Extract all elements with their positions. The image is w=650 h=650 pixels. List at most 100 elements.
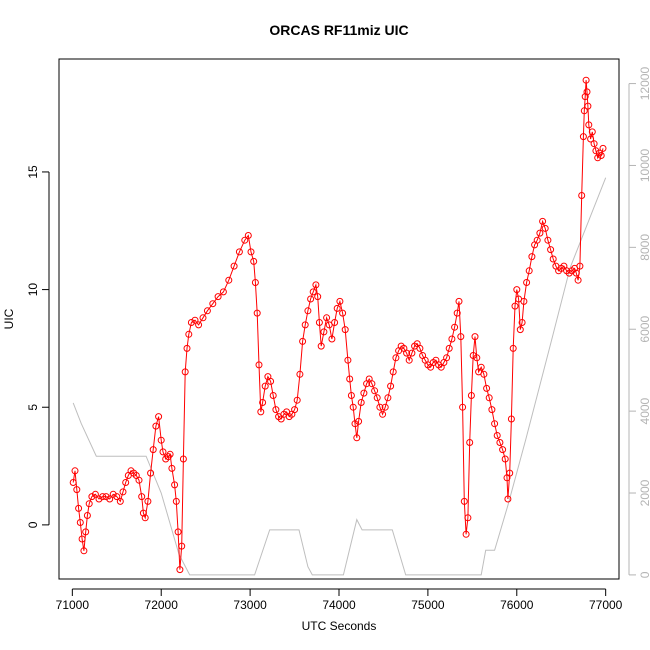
data-point <box>467 392 475 399</box>
y2-tick-label: 2000 <box>638 479 650 506</box>
data-point <box>541 224 549 232</box>
data-point <box>75 504 83 512</box>
data-point <box>576 262 584 270</box>
data-point <box>241 236 249 244</box>
data-point <box>353 434 361 442</box>
data-point <box>536 229 544 237</box>
data-point <box>590 140 598 148</box>
data-point <box>523 279 531 286</box>
x-axis-label: UTC Seconds <box>302 619 377 633</box>
data-point <box>544 236 552 244</box>
data-point <box>513 286 521 294</box>
data-point <box>195 321 203 329</box>
data-point <box>585 121 593 129</box>
data-point <box>159 448 167 456</box>
data-point <box>539 217 547 225</box>
data-point <box>83 512 91 519</box>
data-point <box>91 490 99 498</box>
data-point <box>471 333 479 341</box>
data-point <box>387 382 395 390</box>
data-point <box>209 300 217 308</box>
data-point <box>172 497 180 505</box>
data-point <box>578 192 586 199</box>
data-point <box>106 495 114 503</box>
data-point <box>78 535 86 543</box>
data-point <box>99 493 107 501</box>
data-point <box>580 107 588 115</box>
plot-area <box>69 76 607 576</box>
data-point <box>152 422 160 430</box>
data-point <box>85 500 93 508</box>
data-point <box>587 135 595 143</box>
data-point <box>588 128 596 136</box>
data-point <box>389 368 397 376</box>
data-point <box>76 519 84 526</box>
data-point <box>230 262 238 270</box>
data-point <box>339 309 347 317</box>
data-point <box>267 377 275 385</box>
data-point <box>499 446 507 454</box>
data-point <box>443 354 451 362</box>
data-point <box>480 370 488 378</box>
y-axis-right: 0 2000 4000 6000 8000 10000 12000 <box>628 67 650 578</box>
data-point <box>138 493 146 501</box>
data-point <box>119 488 127 496</box>
y2-tick-label: 8000 <box>638 234 650 261</box>
data-point <box>483 384 491 392</box>
data-point <box>82 528 90 536</box>
data-point <box>599 144 607 152</box>
data-point <box>469 352 477 359</box>
data-point <box>171 481 179 489</box>
data-point <box>253 309 261 317</box>
x-tick-label: 73000 <box>233 598 267 612</box>
data-point <box>174 528 182 536</box>
x-tick-label: 71000 <box>56 598 90 612</box>
y-tick-label: 15 <box>26 165 40 179</box>
data-point <box>116 497 124 505</box>
data-point <box>244 232 252 239</box>
data-point <box>574 276 582 284</box>
data-point <box>176 566 184 574</box>
data-point <box>351 420 359 428</box>
data-point <box>594 154 602 162</box>
data-point <box>259 399 267 406</box>
data-point <box>257 408 265 416</box>
data-point <box>488 406 496 414</box>
data-point <box>293 396 301 404</box>
data-point <box>448 335 456 343</box>
data-point <box>341 326 349 334</box>
data-point <box>408 349 416 357</box>
data-point <box>501 455 509 463</box>
data-point <box>592 147 600 155</box>
data-point <box>331 319 339 326</box>
data-point <box>251 279 259 286</box>
data-point <box>376 403 384 411</box>
chart-title: ORCAS RF11miz UIC <box>269 22 408 38</box>
data-point <box>416 344 424 352</box>
data-point <box>255 361 263 369</box>
data-point <box>214 293 222 301</box>
data-point <box>464 514 472 522</box>
data-point <box>179 455 187 463</box>
data-point <box>157 436 165 444</box>
data-point <box>582 76 590 84</box>
data-point <box>477 363 485 371</box>
data-point <box>518 319 526 326</box>
x-tick-label: 75000 <box>411 598 445 612</box>
data-point <box>199 314 207 322</box>
x-tick-label: 76000 <box>500 598 534 612</box>
data-point <box>462 530 470 538</box>
data-point <box>109 490 117 498</box>
data-point <box>346 375 354 383</box>
data-point <box>323 314 331 322</box>
data-point <box>191 316 199 324</box>
data-point <box>315 319 323 326</box>
data-point <box>511 302 519 310</box>
data-point <box>309 288 317 296</box>
data-point <box>547 246 555 254</box>
data-point <box>95 495 103 503</box>
data-point <box>405 356 413 364</box>
data-point <box>466 439 474 446</box>
y-axis-label: UIC <box>2 308 16 329</box>
